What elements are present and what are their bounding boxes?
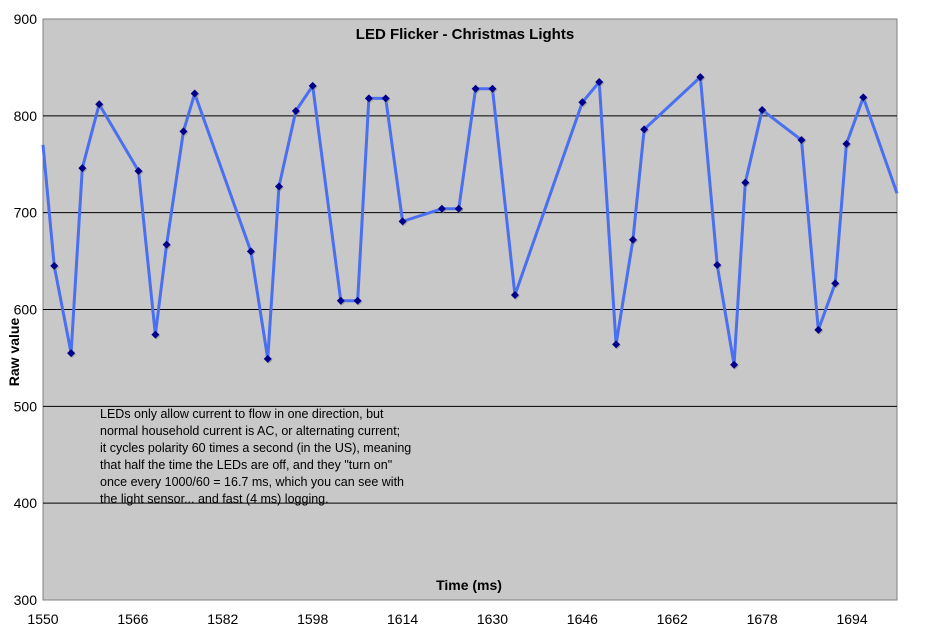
data-point (50, 261, 59, 270)
annotation-line: that half the time the LEDs are off, and… (100, 458, 392, 472)
data-point (437, 204, 446, 213)
x-tick-label: 1598 (297, 611, 328, 627)
y-tick-label: 300 (14, 592, 38, 608)
annotation-line: once every 1000/60 = 16.7 ms, which you … (100, 475, 404, 489)
data-point (595, 77, 604, 86)
data-point (364, 94, 373, 103)
data-point (398, 217, 407, 226)
data-point (134, 167, 143, 176)
data-point (454, 204, 463, 213)
x-tick-label: 1550 (27, 611, 58, 627)
data-point (628, 235, 637, 244)
data-point (831, 279, 840, 288)
x-tick-label: 1630 (477, 611, 508, 627)
data-point (471, 84, 480, 93)
data-point (78, 164, 87, 173)
data-point (713, 260, 722, 269)
gridlines (43, 115, 897, 504)
data-point (67, 349, 76, 358)
x-tick-label: 1566 (117, 611, 148, 627)
data-point (488, 84, 497, 93)
data-point (308, 81, 317, 90)
data-point (263, 354, 272, 363)
data-point (510, 290, 519, 299)
data-point (842, 139, 851, 148)
y-axis-ticks: 300 400 500 600 700 800 900 (14, 11, 38, 608)
data-point (246, 247, 255, 256)
data-point (741, 178, 750, 187)
data-point (758, 106, 767, 115)
data-point (291, 106, 300, 115)
x-tick-label: 1646 (567, 611, 598, 627)
data-point (696, 73, 705, 82)
data-point (640, 125, 649, 134)
y-tick-label: 600 (14, 302, 38, 318)
x-tick-label: 1662 (657, 611, 688, 627)
y-axis-title: Raw value (6, 318, 22, 387)
y-tick-label: 700 (14, 205, 38, 221)
data-point (95, 100, 104, 109)
data-point (162, 240, 171, 249)
annotation-text: LEDs only allow current to flow in one d… (100, 407, 411, 506)
x-tick-label: 1614 (387, 611, 418, 627)
x-tick-label: 1678 (747, 611, 778, 627)
data-point (578, 98, 587, 107)
annotation-line: it cycles polarity 60 times a second (in… (100, 441, 411, 455)
data-point (612, 340, 621, 349)
x-axis-title: Time (ms) (436, 577, 502, 593)
data-point (274, 182, 283, 191)
x-tick-label: 1694 (836, 611, 867, 627)
data-point (381, 94, 390, 103)
y-tick-label: 900 (14, 11, 38, 27)
data-point (859, 93, 868, 102)
data-point (151, 330, 160, 339)
data-point (336, 296, 345, 305)
data-point (190, 89, 199, 98)
data-point (353, 296, 362, 305)
data-point (814, 325, 823, 334)
chart-title: LED Flicker - Christmas Lights (356, 26, 574, 43)
y-tick-label: 500 (14, 398, 38, 414)
annotation-line: the light sensor... and fast (4 ms) logg… (100, 492, 329, 506)
annotation-line: LEDs only allow current to flow in one d… (100, 407, 384, 421)
annotation-line: normal household current is AC, or alter… (100, 424, 400, 438)
data-point (797, 136, 806, 145)
x-tick-label: 1582 (207, 611, 238, 627)
y-tick-label: 400 (14, 495, 38, 511)
data-point (730, 360, 739, 369)
y-tick-label: 800 (14, 108, 38, 124)
series (41, 73, 899, 370)
data-point (179, 127, 188, 136)
x-axis-ticks: 1550 1566 1582 1598 1614 1630 1646 1662 1678 1694 (27, 611, 867, 627)
